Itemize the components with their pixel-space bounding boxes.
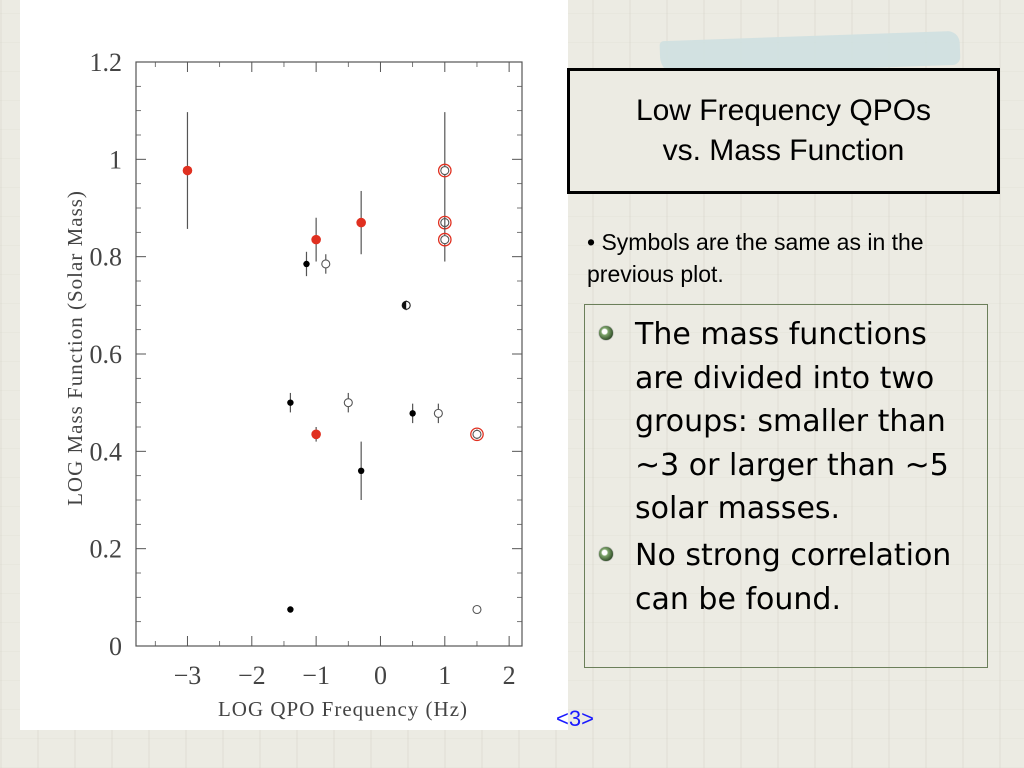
y-tick-label: 0.2 bbox=[90, 535, 123, 564]
bullet-orb-icon bbox=[599, 326, 613, 340]
data-point-open bbox=[321, 259, 331, 269]
data-point-open bbox=[472, 604, 482, 615]
data-point-red bbox=[311, 234, 321, 245]
slide-title: Low Frequency QPOs vs. Mass Function bbox=[567, 68, 1000, 194]
title-line-1: Low Frequency QPOs bbox=[635, 94, 932, 127]
data-point-open bbox=[343, 398, 353, 408]
y-axis-label: LOG Mass Function (Solar Mass) bbox=[63, 190, 87, 506]
scatter-chart: 0 0.2 0.4 0.6 0.8 1 1.2 −3 −2 −1 0 1 2 LOG QPO Freque… bbox=[63, 48, 523, 721]
y-tick-label: 0.8 bbox=[90, 243, 123, 272]
y-tick-label: 0.6 bbox=[90, 340, 123, 369]
y-tick-label: 1.2 bbox=[90, 48, 123, 77]
data-point-red-ring bbox=[437, 163, 452, 178]
title-line-2: vs. Mass Function bbox=[662, 134, 905, 167]
data-point-red-ring bbox=[437, 232, 452, 247]
data-point bbox=[409, 410, 416, 417]
bullet-orb-icon bbox=[599, 547, 613, 561]
y-tick-label: 0.4 bbox=[90, 437, 123, 466]
page-number: <3> bbox=[556, 706, 594, 731]
data-point bbox=[357, 467, 365, 474]
x-tick-label: −2 bbox=[238, 661, 266, 690]
y-tick-label: 0 bbox=[109, 632, 122, 661]
data-point-red bbox=[182, 165, 193, 176]
data-point bbox=[287, 606, 294, 613]
y-tick-label: 1 bbox=[109, 145, 122, 174]
data-point bbox=[303, 260, 310, 268]
data-point-open bbox=[440, 235, 450, 245]
x-tick-label: 0 bbox=[374, 661, 387, 690]
data-point-open bbox=[433, 408, 443, 418]
x-tick-label: −1 bbox=[302, 661, 330, 690]
x-tick-label: 2 bbox=[503, 661, 516, 690]
data-point bbox=[287, 399, 294, 406]
data-point-half-fill bbox=[402, 301, 407, 310]
data-point-red bbox=[311, 429, 321, 440]
plot-panel: 0 0.2 0.4 0.6 0.8 1 1.2 −3 −2 −1 0 1 2 LOG QPO Freque… bbox=[20, 0, 568, 730]
x-tick-label: −3 bbox=[174, 661, 202, 690]
x-tick-label: 1 bbox=[438, 661, 451, 690]
x-axis-label: LOG QPO Frequency (Hz) bbox=[218, 697, 468, 721]
symbols-note: • Symbols are the same as in the previou… bbox=[587, 229, 924, 287]
data-point-red bbox=[356, 217, 366, 228]
data-point-open bbox=[472, 429, 482, 439]
plot-frame bbox=[135, 61, 523, 647]
data-point-open bbox=[440, 165, 450, 176]
bullet-text: The mass functions are divided into two … bbox=[635, 317, 949, 526]
data-point-red-ring bbox=[470, 427, 484, 442]
bullet-text: No strong correlation can be found. bbox=[635, 538, 952, 617]
bullet-list-box: The mass functions are divided into two … bbox=[584, 304, 988, 668]
